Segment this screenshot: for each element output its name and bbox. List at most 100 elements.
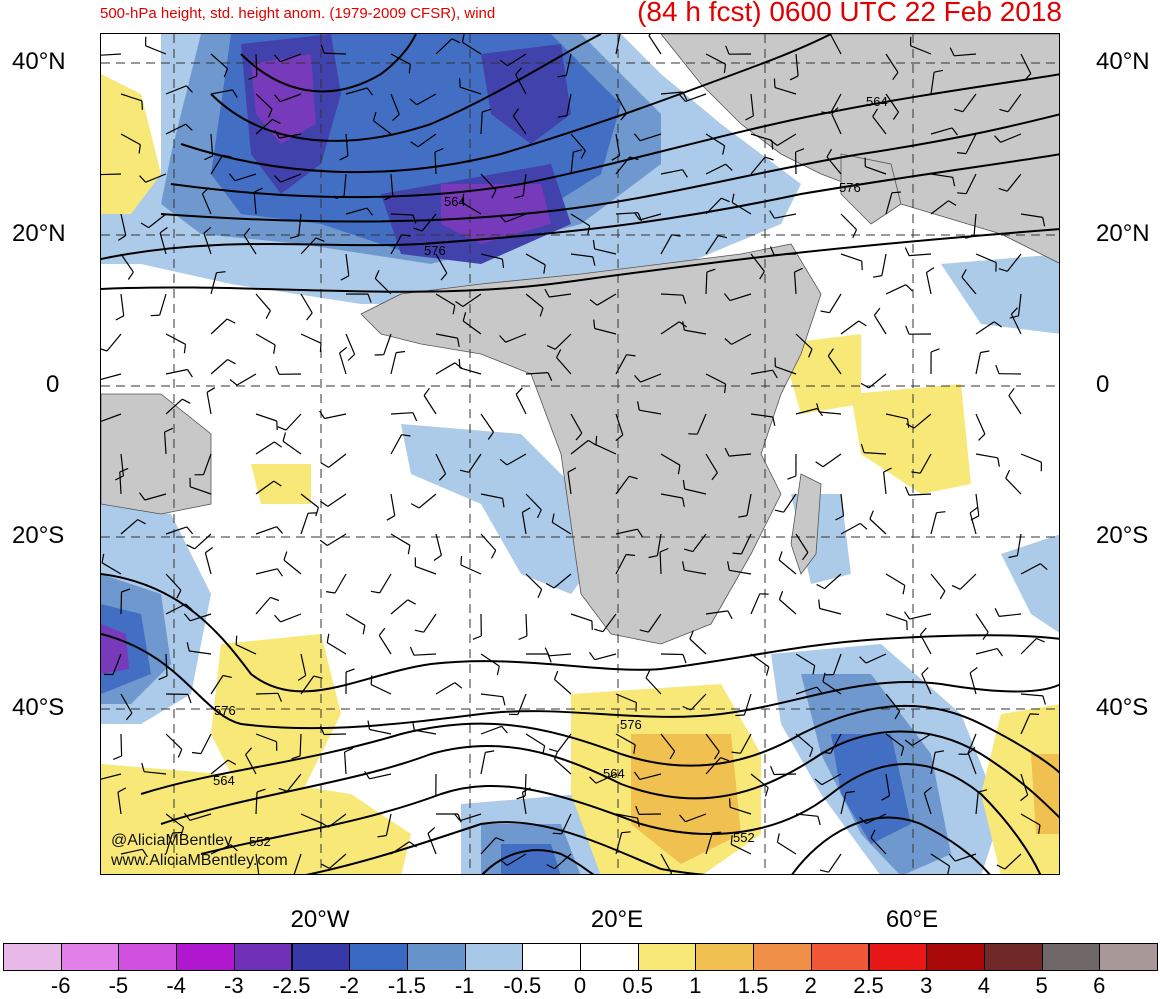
wind-barb-flag bbox=[996, 648, 1003, 657]
wind-barb bbox=[280, 173, 302, 183]
wind-barb-flag bbox=[589, 652, 596, 661]
wind-barb bbox=[480, 752, 486, 775]
wind-barb-flag bbox=[185, 85, 193, 93]
wind-barb bbox=[517, 693, 527, 715]
wind-barb-flag bbox=[819, 869, 829, 873]
wind-barb-flag bbox=[377, 834, 387, 838]
wind-barb bbox=[885, 413, 908, 420]
wind-barb bbox=[795, 407, 818, 415]
wind-barb-flag bbox=[859, 816, 867, 824]
wind-barb-flag bbox=[722, 145, 726, 155]
wind-barb-flag bbox=[1009, 315, 1019, 319]
wind-barb bbox=[120, 293, 125, 316]
wind-barb bbox=[480, 493, 503, 499]
wind-barb-flag bbox=[872, 108, 879, 117]
wind-barb bbox=[255, 480, 275, 495]
colorbar-swatch bbox=[522, 943, 581, 971]
wind-barb-flag bbox=[321, 863, 330, 869]
wind-barb-flag bbox=[205, 547, 214, 554]
wind-barb-flag bbox=[812, 665, 816, 675]
wind-barb-flag bbox=[1036, 637, 1045, 643]
colorbar-swatch bbox=[349, 943, 408, 971]
wind-barb bbox=[293, 853, 302, 874]
wind-barb-flag bbox=[502, 696, 506, 706]
wind-barb-flag bbox=[141, 762, 145, 772]
wind-barb bbox=[975, 453, 998, 459]
wind-barb-flag bbox=[320, 44, 325, 54]
wind-barb-flag bbox=[138, 144, 141, 154]
wind-barb bbox=[795, 813, 818, 817]
wind-barb-flag bbox=[611, 155, 620, 161]
wind-barb-flag bbox=[589, 776, 597, 784]
colorbar-swatch bbox=[637, 943, 697, 971]
lat-label-eq-left: 0 bbox=[46, 371, 60, 398]
wind-barb-flag bbox=[902, 585, 906, 595]
wind-barb-flag bbox=[407, 545, 411, 555]
lat-label-40s-right: 40°S bbox=[1096, 694, 1149, 721]
wind-barb-flag bbox=[778, 551, 783, 561]
wind-barb bbox=[120, 93, 143, 102]
wind-barb bbox=[594, 248, 617, 255]
wind-barb-flag bbox=[724, 338, 732, 345]
wind-barb bbox=[390, 53, 411, 65]
wind-barb-flag bbox=[462, 312, 467, 322]
wind-barb bbox=[255, 293, 271, 312]
colorbar-swatch bbox=[753, 943, 812, 971]
contour-label: 552 bbox=[249, 834, 271, 849]
wind-barb-flag bbox=[730, 835, 733, 845]
wind-barb-flag bbox=[1008, 555, 1018, 559]
wind-barb bbox=[743, 693, 752, 716]
colorbar-swatch bbox=[3, 943, 62, 971]
wind-barb-flag bbox=[891, 191, 901, 194]
wind-barb-flag bbox=[274, 54, 281, 63]
wind-barb bbox=[480, 837, 497, 855]
wind-barb bbox=[570, 613, 593, 622]
colorbar-tick-label: -2 bbox=[339, 973, 359, 998]
wind-barb bbox=[255, 118, 273, 135]
wind-barb-flag bbox=[933, 69, 944, 73]
wind-barb-flag bbox=[934, 750, 945, 753]
wind-barb-flag bbox=[787, 475, 797, 480]
wind-barb-flag bbox=[980, 350, 990, 354]
wind-barb bbox=[1020, 563, 1041, 575]
wind-barb bbox=[594, 327, 617, 335]
wind-barb bbox=[740, 533, 752, 555]
wind-barb bbox=[705, 53, 726, 65]
wind-barb-flag bbox=[227, 358, 236, 365]
wind-barb bbox=[778, 559, 797, 575]
wind-barb-flag bbox=[567, 467, 577, 473]
wind-barb-flag bbox=[729, 798, 731, 808]
wind-barb-flag bbox=[860, 382, 870, 389]
wind-barb bbox=[962, 93, 977, 113]
wind-barb-flag bbox=[817, 816, 821, 826]
wind-barb-flag bbox=[499, 59, 508, 67]
wind-barb bbox=[144, 771, 167, 775]
wind-barb-flag bbox=[998, 268, 1008, 272]
wind-barb bbox=[507, 53, 527, 67]
wind-barb-flag bbox=[235, 635, 238, 645]
wind-barb-flag bbox=[228, 173, 236, 182]
wind-barb bbox=[385, 813, 392, 836]
wind-barb bbox=[567, 472, 572, 495]
wind-barb bbox=[969, 672, 977, 695]
colorbar-tick-label: -5 bbox=[108, 973, 129, 998]
wind-barb bbox=[370, 684, 392, 695]
wind-barb-flag bbox=[544, 288, 550, 298]
wind-barb bbox=[965, 173, 977, 194]
wind-barb-flag bbox=[911, 471, 921, 474]
wind-barb bbox=[660, 321, 680, 335]
wind-barb bbox=[909, 613, 932, 620]
wind-barb bbox=[840, 493, 845, 516]
wind-barb bbox=[522, 173, 527, 196]
wind-barb bbox=[390, 841, 410, 855]
wind-barb-flag bbox=[723, 64, 727, 74]
wind-barb bbox=[969, 512, 977, 535]
wind-barb bbox=[423, 395, 437, 415]
wind-barb-flag bbox=[978, 433, 986, 441]
wind-barb bbox=[570, 253, 593, 258]
wind-barb-flag bbox=[401, 434, 411, 437]
wind-barb bbox=[594, 653, 617, 661]
wind-barb-flag bbox=[182, 398, 191, 404]
wind-barb bbox=[557, 733, 572, 752]
wind-barb bbox=[298, 213, 302, 236]
